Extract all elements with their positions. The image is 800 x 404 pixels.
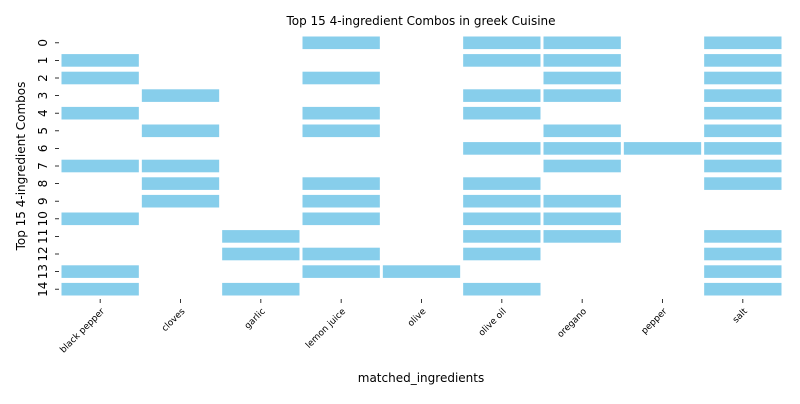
x-tick-label-garlic: garlic [243, 307, 268, 332]
y-tick-label-13: 13 [36, 264, 50, 279]
heatmap-cell-6-pepper [623, 142, 702, 155]
heatmap-cell-14-garlic [222, 282, 300, 296]
heatmap-cell-13-salt [704, 265, 782, 278]
heatmap-cell-1-black-pepper [61, 54, 139, 67]
heatmap-cell-5-oregano [543, 124, 621, 138]
x-tick-label-oregano: oregano [556, 306, 590, 340]
heatmap-cell-4-lemon-juice [302, 106, 380, 120]
heatmap-cell-6-salt [704, 142, 782, 155]
heatmap-cell-1-olive-oil [463, 54, 541, 67]
heatmap-cell-3-cloves [141, 89, 220, 102]
heatmap-cell-7-cloves [141, 159, 220, 173]
heatmap-cell-7-oregano [543, 159, 621, 173]
heatmap-cell-13-lemon-juice [302, 265, 380, 278]
heatmap-cell-5-cloves [141, 124, 220, 138]
heatmap-cell-8-cloves [141, 177, 220, 190]
heatmap-cell-9-lemon-juice [302, 194, 380, 208]
heatmap-cell-11-olive-oil [463, 230, 541, 243]
x-tick-label-olive-oil: olive oil [477, 307, 509, 339]
x-tick-label-black-pepper: black pepper [58, 307, 107, 356]
y-tick-label-12: 12 [36, 246, 50, 261]
heatmap-cell-12-salt [704, 247, 782, 261]
heatmap-cell-10-olive-oil [463, 212, 541, 226]
y-tick-label-3: 3 [36, 92, 50, 100]
heatmap-cell-2-oregano [543, 71, 621, 85]
heatmap-cell-2-black-pepper [61, 71, 139, 85]
heatmap-cell-0-oregano [543, 36, 621, 50]
heatmap-cell-5-lemon-juice [302, 124, 380, 138]
y-tick-label-8: 8 [36, 180, 50, 188]
x-tick-label-salt: salt [731, 306, 750, 325]
y-tick-label-1: 1 [36, 57, 50, 65]
heatmap-cell-13-black-pepper [61, 265, 139, 278]
y-axis-label: Top 15 4-ingredient Combos [14, 82, 28, 252]
heatmap-cell-2-salt [704, 71, 782, 85]
heatmap-cell-7-salt [704, 159, 782, 173]
y-tick-label-4: 4 [36, 109, 50, 117]
heatmap-cell-4-black-pepper [61, 106, 139, 120]
y-tick-label-5: 5 [36, 127, 50, 135]
heatmap-cell-4-salt [704, 106, 782, 120]
heatmap-cell-9-cloves [141, 194, 220, 208]
heatmap-cell-0-olive-oil [463, 36, 541, 50]
cell-layer [61, 36, 782, 296]
heatmap-cell-3-salt [704, 89, 782, 102]
y-tick-label-11: 11 [36, 229, 50, 244]
y-tick-label-9: 9 [36, 197, 50, 205]
heatmap-cell-4-olive-oil [463, 106, 541, 120]
heatmap-cell-1-salt [704, 54, 782, 67]
heatmap-cell-3-olive-oil [463, 89, 541, 102]
heatmap-cell-11-salt [704, 230, 782, 243]
heatmap-cell-1-oregano [543, 54, 621, 67]
heatmap-cell-6-olive-oil [463, 142, 541, 155]
x-tick-layer: black pepper cloves garlic lemon juice olive… [58, 299, 750, 355]
y-tick-label-7: 7 [36, 162, 50, 170]
heatmap-cell-6-oregano [543, 142, 621, 155]
y-tick-label-10: 10 [36, 211, 50, 226]
y-tick-label-0: 0 [36, 39, 50, 47]
heatmap-cell-14-black-pepper [61, 282, 139, 296]
heatmap-cell-14-salt [704, 282, 782, 296]
chart-title: Top 15 4-ingredient Combos in greek Cuis… [285, 14, 555, 28]
y-tick-label-2: 2 [36, 74, 50, 82]
heatmap-cell-11-oregano [543, 230, 621, 243]
y-tick-label-6: 6 [36, 145, 50, 153]
heatmap-cell-3-oregano [543, 89, 621, 102]
heatmap-cell-2-lemon-juice [302, 71, 380, 85]
heatmap-cell-8-lemon-juice [302, 177, 380, 190]
heatmap-cell-0-lemon-juice [302, 36, 380, 50]
heatmap-cell-12-lemon-juice [302, 247, 380, 261]
heatmap-cell-10-lemon-juice [302, 212, 380, 226]
heatmap-cell-10-oregano [543, 212, 621, 226]
x-tick-label-olive: olive [406, 306, 429, 329]
heatmap-cell-10-black-pepper [61, 212, 139, 226]
x-tick-label-pepper: pepper [640, 307, 670, 337]
heatmap-cell-11-garlic [222, 230, 300, 243]
x-axis-label: matched_ingredients [358, 371, 484, 385]
heatmap-cell-5-salt [704, 124, 782, 138]
heatmap-cell-9-oregano [543, 194, 621, 208]
x-tick-label-cloves: cloves [160, 307, 187, 334]
y-tick-label-14: 14 [36, 282, 50, 297]
heatmap-cell-12-olive-oil [463, 247, 541, 261]
heatmap-cell-9-olive-oil [463, 194, 541, 208]
x-tick-label-lemon-juice: lemon juice [304, 306, 348, 350]
heatmap-cell-13-olive [382, 265, 461, 278]
heatmap-cell-7-black-pepper [61, 159, 139, 173]
heatmap-cell-8-salt [704, 177, 782, 190]
heatmap-cell-8-olive-oil [463, 177, 541, 190]
heatmap-cell-0-salt [704, 36, 782, 50]
heatmap-cell-14-olive-oil [463, 282, 541, 296]
heatmap-cell-12-garlic [222, 247, 300, 261]
